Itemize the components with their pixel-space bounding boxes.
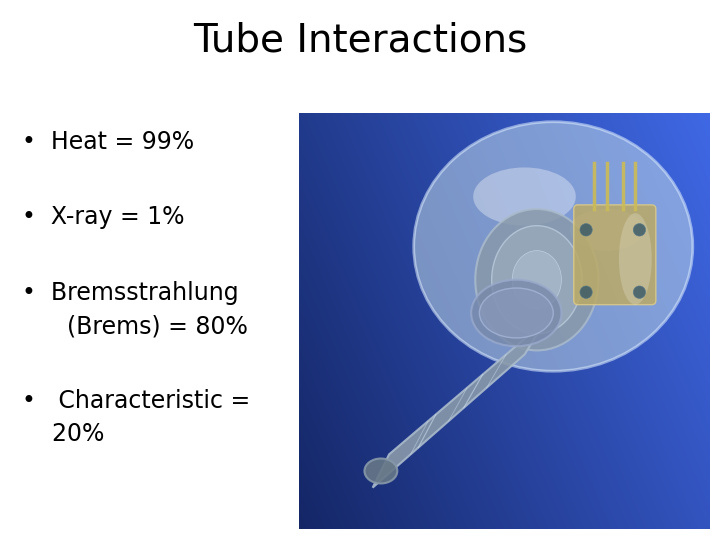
Text: •  Bremsstrahlung
      (Brems) = 80%: • Bremsstrahlung (Brems) = 80% [22, 281, 248, 338]
Circle shape [580, 286, 593, 299]
Ellipse shape [512, 251, 562, 309]
Text: •  X-ray = 1%: • X-ray = 1% [22, 205, 184, 229]
Ellipse shape [480, 288, 553, 338]
Text: •   Characteristic =
    20%: • Characteristic = 20% [22, 389, 250, 446]
Circle shape [634, 224, 646, 236]
Ellipse shape [414, 122, 693, 371]
Ellipse shape [473, 167, 576, 226]
Ellipse shape [471, 280, 562, 346]
Ellipse shape [364, 458, 397, 483]
Text: Tube Interactions: Tube Interactions [193, 22, 527, 59]
Text: •  Heat = 99%: • Heat = 99% [22, 130, 194, 153]
Ellipse shape [619, 213, 652, 305]
Ellipse shape [475, 209, 598, 350]
Polygon shape [373, 321, 545, 488]
Ellipse shape [492, 226, 582, 334]
FancyBboxPatch shape [574, 205, 656, 305]
Circle shape [634, 286, 646, 299]
Circle shape [580, 224, 593, 236]
Ellipse shape [570, 209, 644, 251]
